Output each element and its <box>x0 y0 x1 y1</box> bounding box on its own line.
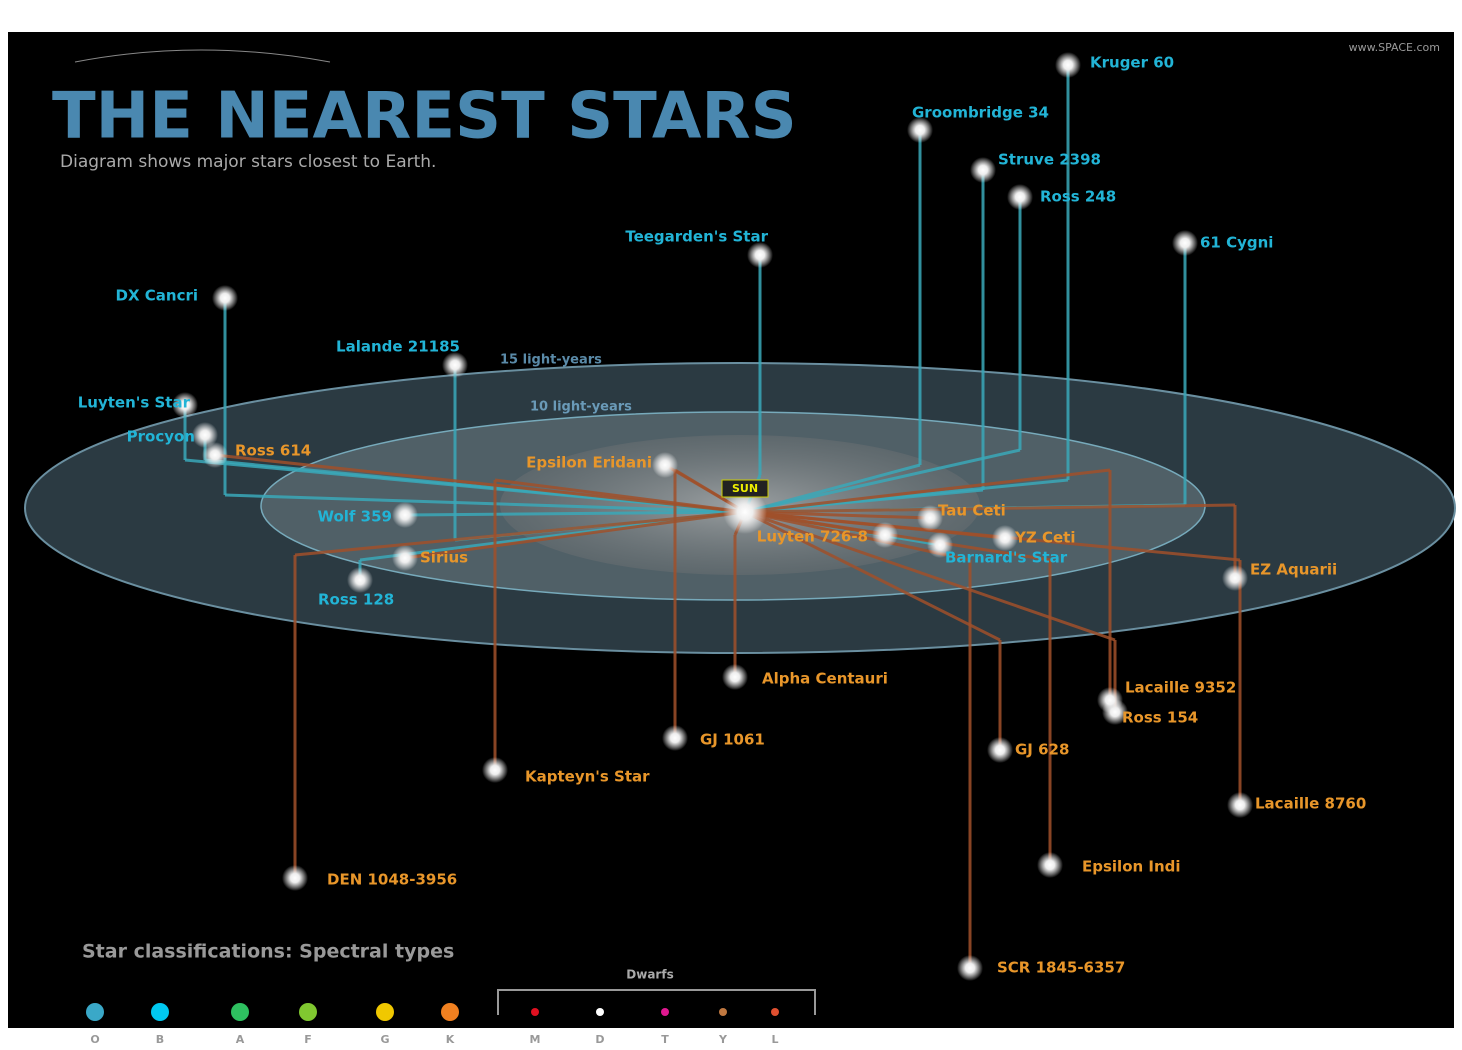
star-label: Ross 128 <box>318 591 394 609</box>
legend-letter: F <box>304 1033 312 1046</box>
legend-letter: O <box>90 1033 99 1046</box>
star <box>1222 565 1248 591</box>
legend-letter: M <box>530 1033 541 1046</box>
legend-dot <box>441 1003 459 1021</box>
star <box>392 545 418 571</box>
star-label: DX Cancri <box>116 287 198 305</box>
star-label: SCR 1845-6357 <box>997 959 1125 977</box>
star <box>1055 52 1081 78</box>
star <box>212 285 238 311</box>
legend-letter: K <box>446 1033 455 1046</box>
star-label: Procyon <box>127 428 195 446</box>
star-label: Lacaille 9352 <box>1125 679 1236 697</box>
star <box>482 757 508 783</box>
star <box>1037 852 1063 878</box>
star-label: Groombridge 34 <box>912 104 1049 122</box>
legend-dot <box>376 1003 394 1021</box>
star <box>747 242 773 268</box>
star-label: Luyten's Star <box>78 394 191 412</box>
star-label: GJ 628 <box>1015 741 1069 759</box>
star-label: Ross 154 <box>1122 709 1198 727</box>
star-label: Sirius <box>420 549 468 567</box>
star-label: Tau Ceti <box>938 502 1006 520</box>
star-label: Alpha Centauri <box>762 670 888 688</box>
legend-letter: A <box>236 1033 245 1046</box>
star-label: Struve 2398 <box>998 151 1101 169</box>
page: www.SPACE.com THE NEAREST STARS Diagram … <box>0 0 1462 1050</box>
star <box>442 352 468 378</box>
star-label: DEN 1048-3956 <box>327 871 457 889</box>
star-label: Ross 614 <box>235 442 311 460</box>
legend-letter: Y <box>718 1033 728 1046</box>
star-label: GJ 1061 <box>700 731 765 749</box>
star <box>1227 792 1253 818</box>
legend-letter: B <box>156 1033 164 1046</box>
sun-label: SUN <box>732 482 758 495</box>
legend-dot <box>596 1008 604 1016</box>
infographic: www.SPACE.com THE NEAREST STARS Diagram … <box>0 0 1462 1050</box>
ring-label: 10 light-years <box>530 400 632 415</box>
star-label: Barnard's Star <box>945 549 1068 567</box>
star <box>1172 230 1198 256</box>
star-label: Luyten 726-8 <box>757 528 868 546</box>
legend-dot <box>531 1008 539 1016</box>
star-label: Lalande 21185 <box>336 338 460 356</box>
legend-dot <box>299 1003 317 1021</box>
star-label: Epsilon Indi <box>1082 858 1181 876</box>
legend-dot <box>771 1008 779 1016</box>
legend-dot <box>86 1003 104 1021</box>
star <box>722 664 748 690</box>
star <box>652 452 678 478</box>
star-label: EZ Aquarii <box>1250 561 1337 579</box>
legend-letter: D <box>595 1033 604 1046</box>
legend-letter: T <box>661 1033 669 1046</box>
star <box>662 725 688 751</box>
subtitle: Diagram shows major stars closest to Ear… <box>60 152 436 172</box>
star <box>392 502 418 528</box>
star-label: Kruger 60 <box>1090 54 1174 72</box>
star-label: Kapteyn's Star <box>525 768 650 786</box>
legend-dot <box>661 1008 669 1016</box>
legend-title: Star classifications: Spectral types <box>82 941 454 963</box>
legend-dot <box>719 1008 727 1016</box>
title: THE NEAREST STARS <box>52 80 797 154</box>
ring-label: 15 light-years <box>500 353 602 368</box>
star-label: Epsilon Eridani <box>526 454 652 472</box>
star <box>957 955 983 981</box>
star-label: Lacaille 8760 <box>1255 795 1366 813</box>
website: www.SPACE.com <box>1349 41 1440 54</box>
star-label: Teegarden's Star <box>625 228 768 246</box>
legend-letter: G <box>380 1033 389 1046</box>
star-label: Wolf 359 <box>317 508 392 526</box>
star-label: 61 Cygni <box>1200 234 1273 252</box>
star <box>282 865 308 891</box>
star <box>1007 184 1033 210</box>
star-label: Ross 248 <box>1040 188 1116 206</box>
legend-letter: L <box>771 1033 778 1046</box>
legend-dot <box>151 1003 169 1021</box>
dwarfs-label: Dwarfs <box>626 968 673 982</box>
legend-dot <box>231 1003 249 1021</box>
star <box>970 157 996 183</box>
star <box>347 567 373 593</box>
star <box>987 737 1013 763</box>
star-label: YZ Ceti <box>1014 529 1075 547</box>
star <box>872 522 898 548</box>
star <box>202 442 228 468</box>
